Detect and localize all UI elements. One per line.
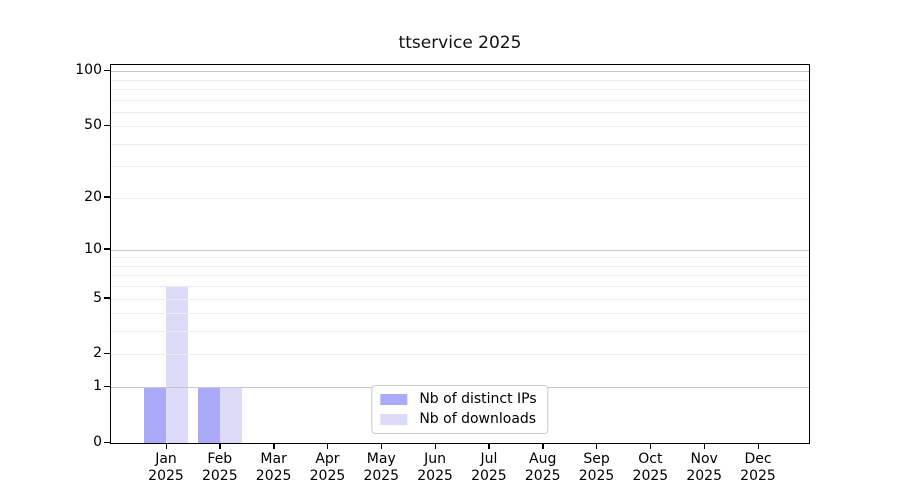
- x-tick-mark: [596, 444, 598, 449]
- legend-label-distinct-ips: Nb of distinct IPs: [419, 391, 537, 407]
- x-tick-mark: [703, 444, 706, 449]
- x-tick-label: Dec 2025: [740, 451, 776, 484]
- x-tick-mark: [273, 444, 275, 449]
- x-tick-label: Jul 2025: [471, 451, 507, 484]
- minor-gridline: [111, 354, 809, 356]
- x-tick-label: Oct 2025: [632, 451, 669, 484]
- legend-swatch-downloads: [380, 413, 408, 425]
- x-tick-label: Jun 2025: [417, 451, 453, 484]
- minor-gridline: [111, 143, 809, 145]
- minor-gridline: [111, 313, 809, 315]
- y-tick-mark: [104, 352, 110, 355]
- y-tick-label: 10: [84, 240, 102, 257]
- x-tick-mark: [488, 444, 490, 449]
- minor-gridline: [111, 99, 809, 101]
- y-tick-mark: [104, 124, 110, 127]
- legend-row-distinct-ips: Nb of distinct IPs: [380, 391, 537, 407]
- x-tick-label: Mar 2025: [255, 451, 292, 484]
- y-tick-label: 5: [93, 289, 102, 306]
- minor-gridline: [111, 79, 809, 81]
- x-tick-label: Jan 2025: [148, 451, 184, 484]
- minor-gridline: [111, 331, 809, 333]
- chart-title: ttservice 2025: [398, 33, 522, 53]
- minor-gridline: [111, 265, 809, 267]
- x-tick-mark: [326, 444, 329, 449]
- x-tick-mark: [757, 444, 759, 449]
- y-tick-label: 1: [93, 378, 102, 395]
- x-tick-label: Nov 2025: [686, 451, 722, 484]
- x-tick-mark: [434, 444, 436, 449]
- y-tick-label: 20: [84, 188, 102, 205]
- major-gridline: [111, 71, 809, 73]
- x-tick-mark: [380, 444, 383, 449]
- y-tick-mark: [104, 297, 110, 299]
- x-tick-mark: [219, 444, 221, 449]
- minor-gridline: [111, 286, 809, 288]
- minor-gridline: [111, 275, 809, 277]
- bar-distinct-ips: [144, 387, 166, 443]
- x-tick-mark: [649, 444, 652, 449]
- minor-gridline: [111, 298, 809, 300]
- x-tick-label: May 2025: [363, 451, 400, 484]
- x-tick-label: Aug 2025: [524, 451, 561, 484]
- y-tick-mark: [104, 196, 110, 198]
- x-tick-mark: [542, 444, 544, 449]
- legend-label-downloads: Nb of downloads: [419, 411, 537, 427]
- minor-gridline: [111, 257, 809, 259]
- x-tick-label: Feb 2025: [201, 451, 238, 484]
- bar-distinct-ips: [197, 387, 220, 443]
- major-gridline: [111, 249, 809, 251]
- minor-gridline: [111, 111, 809, 113]
- minor-gridline: [111, 197, 809, 199]
- minor-gridline: [111, 126, 809, 128]
- y-tick-label: 50: [84, 117, 102, 134]
- y-tick-mark: [104, 441, 110, 443]
- x-tick-mark: [165, 444, 167, 449]
- plot-area: Nb of distinct IPs Nb of downloads: [110, 64, 810, 444]
- y-tick-mark: [104, 385, 110, 388]
- bar-downloads: [166, 286, 188, 443]
- y-tick-label: 100: [75, 62, 102, 79]
- minor-gridline: [111, 166, 809, 168]
- x-tick-label: Sep 2025: [578, 451, 615, 484]
- legend-swatch-distinct-ips: [380, 393, 408, 405]
- y-tick-mark: [104, 248, 110, 250]
- y-tick-mark: [104, 69, 110, 72]
- bar-downloads: [219, 387, 242, 443]
- legend-row-downloads: Nb of downloads: [380, 411, 536, 427]
- y-tick-label: 2: [93, 345, 102, 362]
- y-tick-label: 0: [93, 434, 102, 450]
- x-tick-label: Apr 2025: [309, 451, 346, 484]
- minor-gridline: [111, 88, 809, 90]
- legend: Nb of distinct IPs Nb of downloads: [371, 385, 549, 434]
